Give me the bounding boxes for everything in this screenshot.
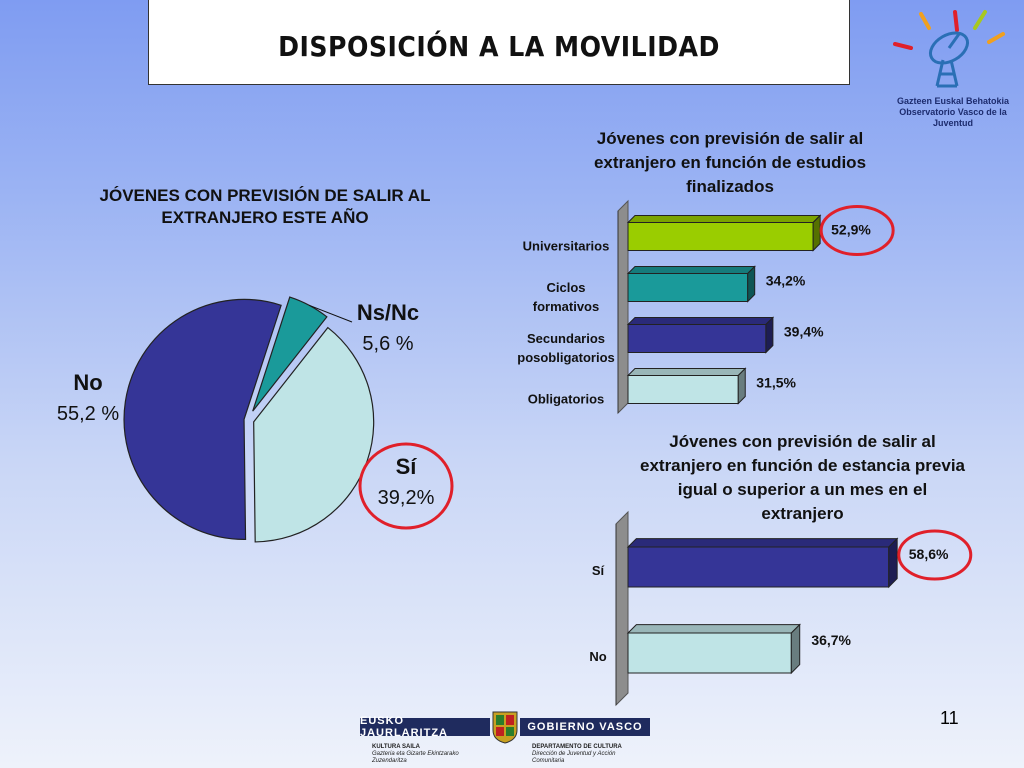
bar2-bar-side-0: [888, 537, 898, 589]
pie-value-2: 55,2 %: [57, 403, 119, 425]
bar1-bar-1: [627, 273, 749, 302]
pie-label-0: Ns/Nc: [357, 300, 419, 325]
bar2-bar-top-1: [626, 624, 801, 634]
footer-left-dept: KULTURA SAILA: [372, 744, 420, 750]
bar1-category-label-1: Ciclos formativos: [533, 280, 599, 314]
pie-chart-title: JÓVENES CON PREVISIÓN DE SALIR AL EXTRAN…: [99, 186, 431, 227]
bar1-bar-side-2: [765, 316, 774, 354]
pie-label-2: No: [73, 370, 102, 395]
logo-line-1: Gazteen Euskal Behatokia: [896, 96, 1010, 106]
bar1-bar-side-3: [737, 367, 746, 405]
bar1-category-label-3: Obligatorios: [528, 392, 605, 407]
bar1-bar-side-0: [812, 214, 821, 252]
bar1-axis-wall: [617, 199, 629, 415]
pie-highlight-circle: [358, 442, 454, 530]
bar1-bar-3: [627, 375, 739, 404]
bar1-value-label-2: 39,4%: [784, 324, 824, 340]
pie-slice-1: [253, 326, 375, 543]
footer-right-bar: GOBIERNO VASCO: [520, 718, 650, 736]
bar1-category-label-0: Universitarios: [523, 239, 610, 254]
observatory-logo-icon: [893, 10, 1005, 88]
bar-chart-2-title: Jóvenes con previsión de salir al extran…: [640, 432, 966, 523]
pie-slice-0: [252, 296, 328, 412]
bar1-bar-side-1: [747, 265, 756, 303]
bar1-bar-top-2: [626, 317, 775, 325]
footer-right-dept: DEPARTAMENTO DE CULTURA: [532, 744, 622, 750]
bar2-bar-side-1: [790, 623, 801, 675]
bar1-value-label-1: 34,2%: [766, 273, 806, 289]
bar1-category-label-2: Secundarios posobligatorios: [517, 331, 615, 365]
pie-label-1: Sí: [396, 454, 418, 479]
bar1-bar-0: [627, 222, 814, 251]
footer-left-sub1: Gazteria eta Gizarte Ekintzarako: [372, 751, 459, 757]
page-title: DISPOSICIÓN A LA MOVILIDAD: [278, 30, 720, 63]
footer-left-bar: EUSKO JAURLARITZA: [360, 715, 490, 739]
bar1-value-label-0: 52,9%: [831, 222, 871, 238]
bar-chart-2: 58,6% Sí 36,7% No: [589, 510, 973, 707]
bar1-highlight-circle: [819, 205, 895, 256]
title-box: DISPOSICIÓN A LA MOVILIDAD: [148, 0, 850, 85]
footer-left-sub2: Zuzendaritza: [372, 758, 407, 764]
pie-chart: Ns/Nc 5,6 % Sí 39,2% No 55,2 %: [57, 296, 454, 543]
pie-value-1: 39,2%: [378, 487, 435, 509]
coat-of-arms-icon: [492, 711, 518, 744]
page-number: 11: [940, 708, 959, 728]
pie-leader-line: [309, 304, 353, 323]
bar2-axis-wall: [615, 510, 629, 707]
bar2-bar-1: [627, 632, 792, 674]
footer-right-sub2: Comunitaria: [532, 758, 565, 764]
bar1-bar-top-3: [626, 368, 747, 376]
bar2-bar-0: [627, 546, 890, 588]
bar2-category-label-1: No: [589, 649, 606, 664]
bar1-bar-top-0: [626, 215, 822, 223]
bar1-value-label-3: 31,5%: [756, 375, 796, 391]
footer-government-logo: EUSKO JAURLARITZA GOBIERNO VASCO KULTURA…: [360, 711, 650, 768]
footer-right-sub1: Dirección de Juventud y Acción: [532, 751, 616, 757]
pie-slice-2: [123, 298, 282, 540]
footer-right-text: DEPARTAMENTO DE CULTURA Dirección de Juv…: [532, 744, 647, 765]
bar2-value-label-1: 36,7%: [811, 632, 851, 648]
footer-left-text: KULTURA SAILA Gazteria eta Gizarte Ekint…: [372, 744, 482, 765]
bar1-bar-2: [627, 324, 767, 353]
bar-chart-1: 52,9% Universitarios 34,2% Ciclos formativos…: [517, 199, 895, 415]
pie-value-0: 5,6 %: [362, 333, 413, 355]
bar2-value-label-0: 58,6%: [909, 546, 949, 562]
logo-text: Gazteen Euskal Behatokia Observatorio Va…: [882, 96, 1024, 129]
logo-line-2: Observatorio Vasco de la Juventud: [899, 107, 1007, 128]
bar-chart-1-title: Jóvenes con previsión de salir al extran…: [593, 129, 867, 196]
bar2-category-label-0: Sí: [592, 563, 605, 578]
bar2-bar-top-0: [626, 538, 899, 548]
bar2-highlight-circle: [897, 529, 973, 581]
bar1-bar-top-1: [626, 266, 756, 274]
